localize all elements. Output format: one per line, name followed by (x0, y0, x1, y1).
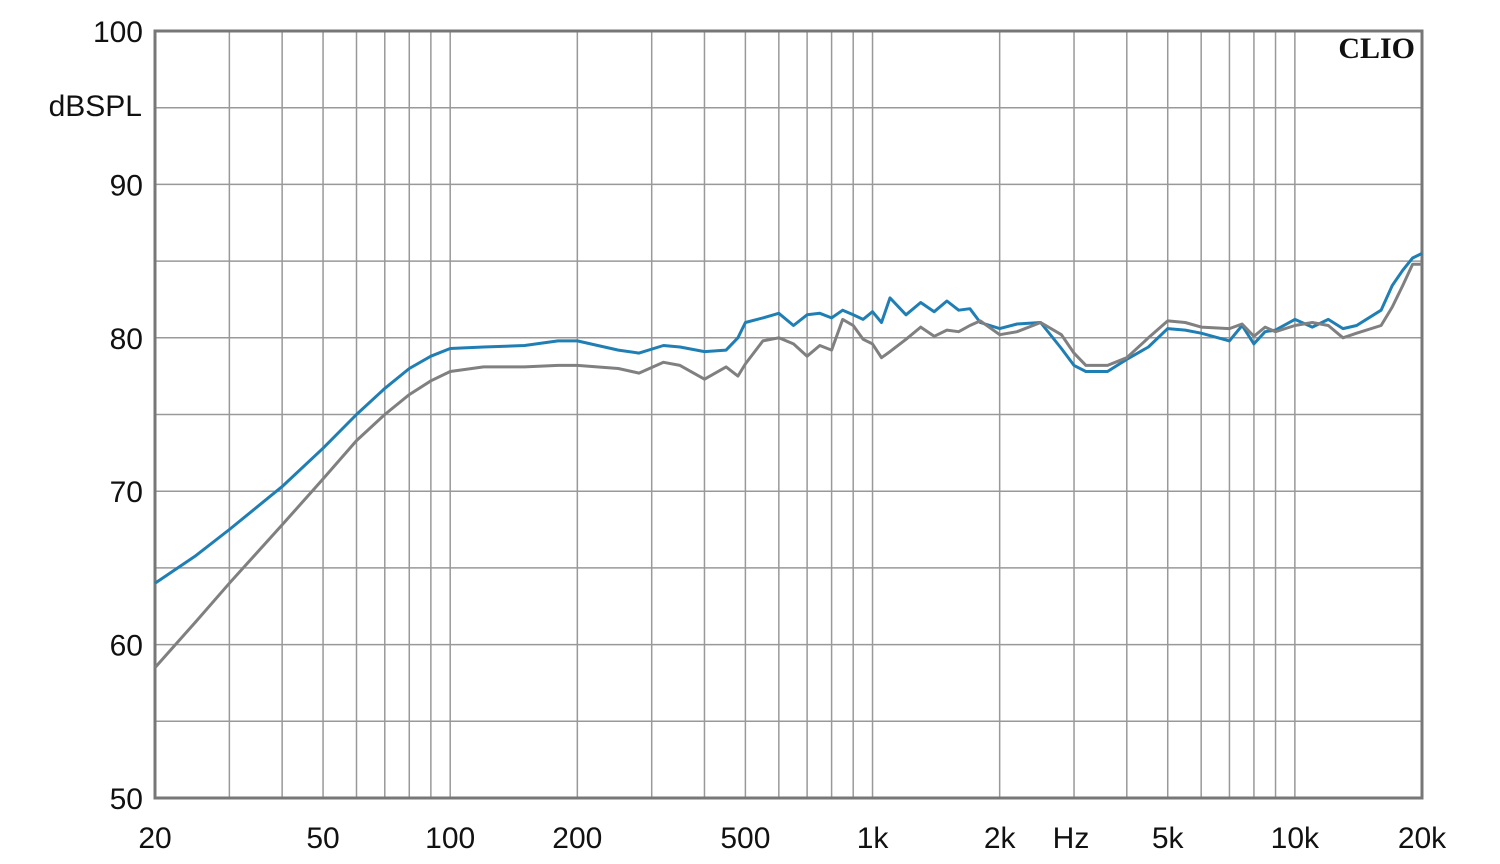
y-axis-label: dBSPL (49, 90, 142, 123)
y-tick-label: 100 (93, 16, 143, 49)
y-tick-label: 80 (110, 323, 143, 356)
x-axis-label: Hz (1053, 822, 1090, 855)
x-tick-label: 20 (138, 822, 171, 855)
y-tick-label: 90 (110, 169, 143, 202)
x-tick-label: 1k (857, 822, 890, 855)
y-tick-label: 70 (110, 476, 143, 509)
x-tick-label: 500 (720, 822, 770, 855)
series-line (153, 262, 1422, 669)
series-line (154, 252, 1423, 585)
x-tick-label: 20k (1398, 822, 1447, 855)
y-tick-label: 50 (110, 783, 143, 816)
x-tick-label: 50 (306, 822, 339, 855)
y-tick-label: 60 (110, 630, 143, 663)
x-tick-label: 10k (1271, 822, 1320, 855)
x-tick-label: 100 (425, 822, 475, 855)
plot-frame (153, 29, 1424, 800)
x-tick-label: 5k (1152, 822, 1185, 855)
x-tick-label: 2k (984, 822, 1017, 855)
x-tick-label: 200 (552, 822, 602, 855)
annotation: CLIO (1338, 32, 1415, 65)
